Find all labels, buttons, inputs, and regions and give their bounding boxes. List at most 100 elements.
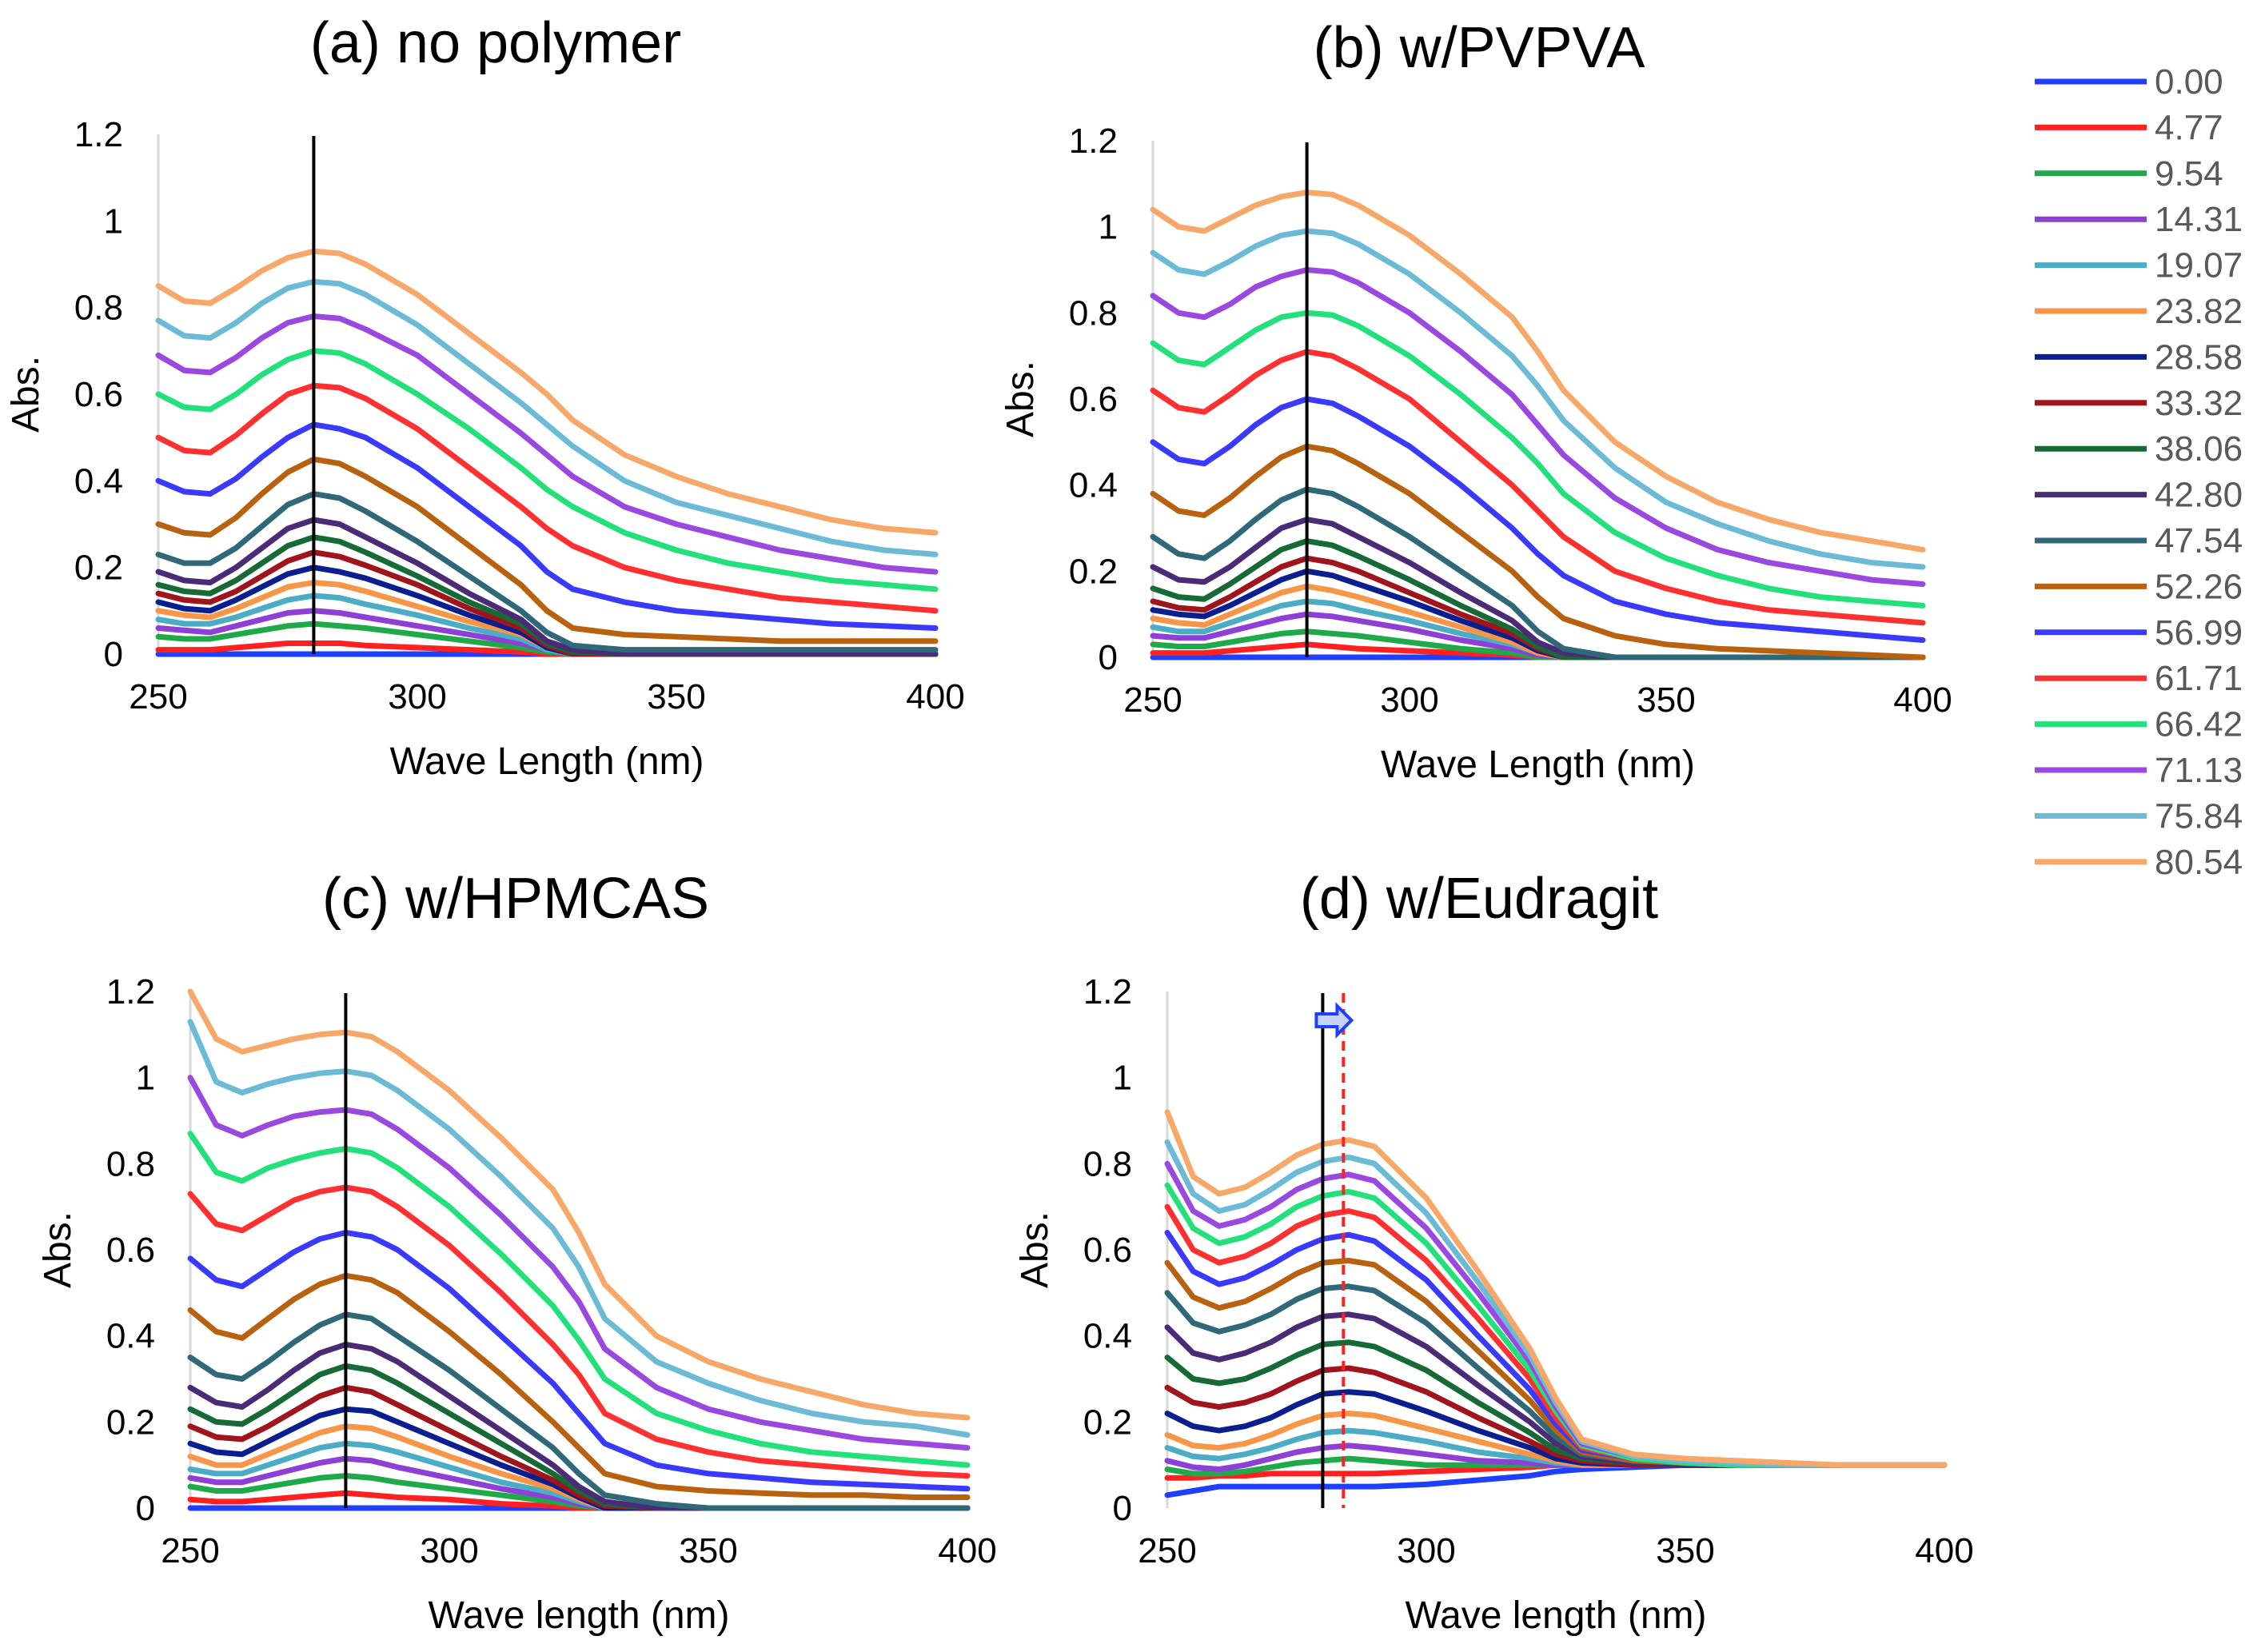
x-axis-label: Wave length (nm) xyxy=(428,1594,729,1637)
x-tick-label: 300 xyxy=(388,677,446,716)
y-tick-label: 1.2 xyxy=(1083,972,1132,1012)
panel-d: (d) w/Eudragit 0 0.2 0.4 0.6 0.8 1 1.2 250 300 350… xyxy=(1014,867,1974,1637)
series-line-66.42 xyxy=(1150,309,1926,609)
x-tick-label: 250 xyxy=(1123,680,1182,720)
panel-title: (b) w/PVPVA xyxy=(1314,16,1645,80)
y-tick-label: 0.4 xyxy=(106,1317,155,1356)
y-tick-label: 0.2 xyxy=(1083,1403,1132,1442)
legend-label: 14.31 xyxy=(2155,200,2243,239)
legend-label: 80.54 xyxy=(2155,843,2243,882)
series-line-66.42 xyxy=(155,348,939,593)
series-line-80.54 xyxy=(1150,190,1926,553)
x-tick-label: 350 xyxy=(1656,1531,1714,1570)
y-tick-label: 0.8 xyxy=(106,1144,155,1183)
y-axis-label: Abs. xyxy=(37,1211,79,1288)
legend-label: 28.58 xyxy=(2155,337,2243,377)
y-tick-label: 0 xyxy=(1113,1489,1132,1528)
series-line-75.84 xyxy=(187,1019,971,1438)
y-tick-label: 1 xyxy=(104,202,123,241)
y-tick-label: 1 xyxy=(136,1059,155,1098)
y-tick-label: 0.6 xyxy=(1069,380,1118,419)
x-tick-label: 250 xyxy=(161,1531,219,1570)
x-tick-label: 400 xyxy=(1915,1531,1973,1570)
y-tick-label: 1.2 xyxy=(106,972,155,1012)
series-line-80.54 xyxy=(155,248,939,536)
y-tick-label: 0.6 xyxy=(74,375,123,414)
series-line-71.13 xyxy=(155,313,939,575)
series-line-71.13 xyxy=(1150,267,1926,587)
y-tick-label: 0 xyxy=(1099,638,1118,677)
y-tick-label: 1 xyxy=(1099,208,1118,247)
panel-title: (c) w/HPMCAS xyxy=(322,867,709,931)
series-line-47.54 xyxy=(155,491,939,653)
y-tick-label: 0.6 xyxy=(1083,1231,1132,1270)
legend-label: 19.07 xyxy=(2155,246,2243,285)
series-line-61.71 xyxy=(1150,349,1926,626)
x-axis-label: Wave Length (nm) xyxy=(1381,744,1695,786)
panel-title: (d) w/Eudragit xyxy=(1300,867,1658,931)
shift-arrow-icon xyxy=(1314,1002,1354,1039)
x-tick-label: 400 xyxy=(938,1531,996,1570)
series-line-56.99 xyxy=(187,1230,971,1492)
y-tick-label: 0 xyxy=(136,1489,155,1528)
series-line-56.99 xyxy=(1150,396,1926,643)
x-tick-label: 300 xyxy=(1397,1531,1455,1570)
y-tick-label: 1.2 xyxy=(74,115,123,154)
series-line-75.84 xyxy=(155,278,939,557)
y-tick-label: 0.2 xyxy=(74,549,123,588)
legend-label: 4.77 xyxy=(2155,108,2223,147)
series-line-47.54 xyxy=(1164,1283,1948,1468)
series-line-0.00 xyxy=(1164,1462,1948,1498)
x-tick-label: 300 xyxy=(420,1531,478,1570)
series-line-47.54 xyxy=(187,1311,971,1511)
x-axis-label: Wave Length (nm) xyxy=(389,740,704,783)
legend-label: 38.06 xyxy=(2155,429,2243,469)
legend-label: 42.80 xyxy=(2155,476,2243,515)
x-tick-label: 300 xyxy=(1380,680,1438,720)
series-line-42.80 xyxy=(155,517,939,657)
y-tick-label: 0 xyxy=(104,635,123,674)
y-tick-label: 0.8 xyxy=(1083,1144,1132,1183)
legend-label: 47.54 xyxy=(2155,521,2243,561)
series-line-80.54 xyxy=(1164,1109,1948,1468)
series-line-61.71 xyxy=(155,382,939,614)
legend-label: 52.26 xyxy=(2155,567,2243,606)
legend-label: 75.84 xyxy=(2155,796,2243,836)
series-line-52.26 xyxy=(155,456,939,644)
y-tick-label: 0.2 xyxy=(1069,552,1118,591)
legend-label: 23.82 xyxy=(2155,292,2243,331)
series-line-56.99 xyxy=(155,421,939,631)
x-tick-label: 400 xyxy=(1893,680,1952,720)
x-tick-label: 400 xyxy=(906,677,964,716)
legend-label: 61.71 xyxy=(2155,659,2243,698)
x-tick-label: 250 xyxy=(129,677,187,716)
legend-label: 56.99 xyxy=(2155,613,2243,652)
panel-title: (a) no polymer xyxy=(310,11,681,75)
panel-a: (a) no polymer 0 0.2 0.4 0.6 0.8 1 1.2 250 300 350… xyxy=(5,11,965,783)
y-tick-label: 0.2 xyxy=(106,1403,155,1442)
y-axis-label: Abs. xyxy=(999,361,1042,437)
series-line-52.26 xyxy=(1150,443,1926,660)
y-tick-label: 0.8 xyxy=(1069,293,1118,333)
x-tick-label: 250 xyxy=(1138,1531,1196,1570)
y-tick-label: 0.6 xyxy=(106,1231,155,1270)
series-line-61.71 xyxy=(187,1184,971,1479)
series-line-47.54 xyxy=(1150,486,1926,660)
series-line-80.54 xyxy=(187,988,971,1421)
legend: 0.00 4.77 9.54 14.31 19.07 23.82 28.58 33.32 38.… xyxy=(2035,62,2243,882)
legend-label: 33.32 xyxy=(2155,384,2243,423)
y-tick-label: 1 xyxy=(1113,1059,1132,1098)
legend-label: 66.42 xyxy=(2155,705,2243,744)
y-axis-label: Abs. xyxy=(5,356,47,433)
y-tick-label: 0.4 xyxy=(1069,466,1118,505)
x-tick-label: 350 xyxy=(1637,680,1695,720)
y-tick-label: 0.8 xyxy=(74,289,123,328)
legend-label: 0.00 xyxy=(2155,62,2223,102)
y-tick-label: 0.4 xyxy=(74,461,123,501)
y-axis-label: Abs. xyxy=(1014,1211,1056,1288)
x-tick-label: 350 xyxy=(679,1531,737,1570)
panel-b: (b) w/PVPVA 0 0.2 0.4 0.6 0.8 1 1.2 250 300 350 400… xyxy=(999,16,1952,786)
series-line-66.42 xyxy=(187,1131,971,1468)
panel-c: (c) w/HPMCAS 0 0.2 0.4 0.6 0.8 1 1.2 250 300 350 40… xyxy=(37,867,997,1637)
